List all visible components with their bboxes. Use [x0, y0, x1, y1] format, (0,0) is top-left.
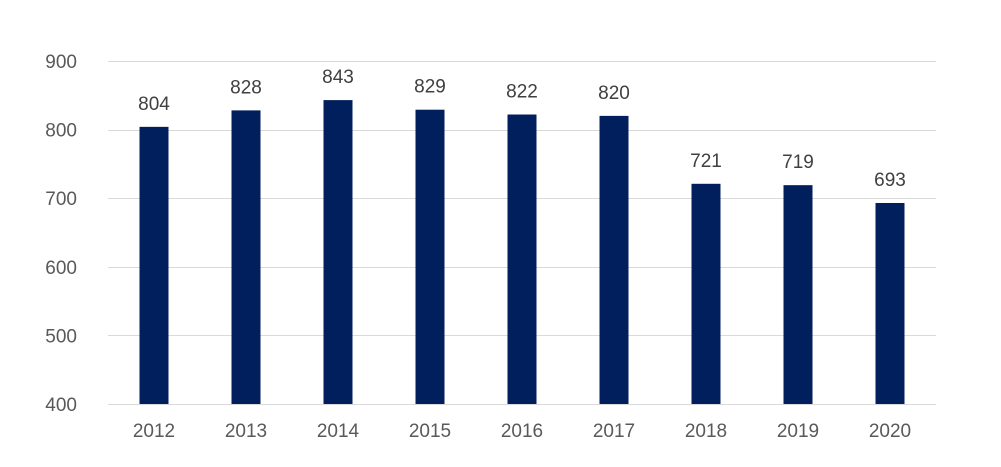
data-labels: 804 828 843 829 822 820 721 719 693: [138, 67, 906, 191]
bar-2017: [599, 115, 629, 404]
x-axis-tick-labels: 2012 2013 2014 2015 2016 2017 2018 2019 2020: [133, 421, 911, 442]
bar-2020: [875, 203, 905, 404]
x-tick-label: 2019: [777, 421, 819, 442]
y-tick-label: 900: [45, 52, 77, 73]
data-label-2014: 843: [322, 67, 354, 88]
y-tick-label: 800: [45, 121, 77, 142]
bar-2012: [139, 126, 169, 404]
y-axis-tick-labels: 400 500 600 700 800 900: [45, 52, 77, 416]
x-tick-label: 2018: [685, 421, 727, 442]
bars: [139, 100, 905, 405]
bar-2014: [323, 100, 353, 405]
data-label-2016: 822: [506, 82, 538, 103]
x-tick-label: 2016: [501, 421, 543, 442]
data-label-2013: 828: [230, 77, 262, 98]
x-tick-label: 2013: [225, 421, 267, 442]
x-tick-label: 2014: [317, 421, 360, 442]
bar-2019: [783, 185, 813, 404]
y-tick-label: 500: [45, 326, 77, 347]
y-tick-label: 600: [45, 258, 77, 279]
data-label-2012: 804: [138, 94, 170, 115]
x-tick-label: 2020: [869, 421, 911, 442]
y-tick-label: 700: [45, 189, 77, 210]
x-tick-label: 2012: [133, 421, 175, 442]
data-label-2015: 829: [414, 77, 446, 98]
bar-2018: [691, 183, 721, 404]
bar-2016: [507, 114, 537, 405]
data-label-2019: 719: [782, 152, 814, 173]
x-tick-label: 2015: [409, 421, 451, 442]
y-tick-label: 400: [45, 395, 77, 416]
bar-2013: [231, 110, 261, 404]
data-label-2018: 721: [690, 151, 722, 172]
x-tick-label: 2017: [593, 421, 635, 442]
bar-2015: [415, 109, 445, 405]
data-label-2020: 693: [874, 170, 906, 191]
data-label-2017: 820: [598, 83, 630, 104]
